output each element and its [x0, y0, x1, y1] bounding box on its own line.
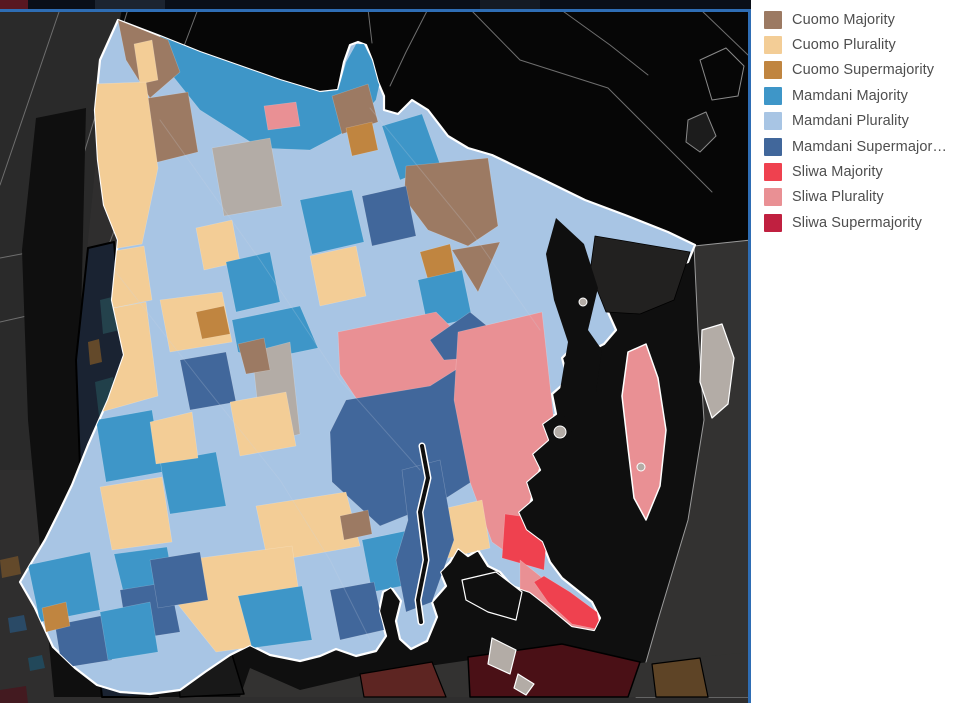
county-boundary-line [367, 8, 373, 44]
precinct-cuomo-plurality[interactable] [309, 245, 367, 307]
dim-speck [0, 556, 21, 578]
precinct-mamdani-supermajority[interactable] [149, 551, 209, 609]
precinct-cuomo-plurality[interactable] [229, 391, 297, 457]
legend-label: Mamdani Plurality [792, 113, 909, 130]
precinct-cuomo-supermajority[interactable] [345, 121, 379, 157]
eastchester-bay [546, 218, 602, 432]
islet[interactable] [553, 425, 567, 439]
parks-and-inner-water [414, 218, 691, 626]
legend-item-mamdani-majority[interactable]: Mamdani Majority [764, 83, 960, 108]
road-line [107, 261, 371, 641]
precinct-cuomo-supermajority[interactable] [41, 601, 71, 633]
islet[interactable] [636, 462, 646, 472]
precinct-cuomo-plurality[interactable] [149, 411, 199, 465]
legend-item-mamdani-plurality[interactable]: Mamdani Plurality [764, 109, 960, 134]
map-frame-right-border [748, 9, 751, 703]
dim-speck [0, 686, 28, 703]
islands [487, 297, 735, 696]
legend-item-sliwa-supermajority[interactable]: Sliwa Supermajority [764, 210, 960, 235]
precinct-cuomo-supermajority[interactable] [195, 305, 231, 340]
sound-east-river-water [120, 215, 751, 697]
islet[interactable] [578, 297, 588, 307]
precinct-cuomo-plurality[interactable] [255, 491, 361, 563]
color-legend: Cuomo Majority Cuomo Plurality Cuomo Sup… [751, 0, 960, 703]
roads-overlay [107, 107, 541, 641]
westchester-creek [461, 571, 523, 621]
legend-label: Sliwa Plurality [792, 189, 884, 206]
legend-swatch-icon [764, 61, 782, 80]
legend-label: Mamdani Supermajor… [792, 138, 948, 155]
precinct-mamdani-supermajority[interactable] [361, 185, 417, 247]
road-line [159, 119, 421, 471]
map-viewport[interactable] [0, 0, 751, 703]
east-shore-island [685, 111, 717, 153]
legend-item-sliwa-plurality[interactable]: Sliwa Plurality [764, 185, 960, 210]
legend-label: Mamdani Majority [792, 87, 909, 104]
legend-swatch-icon [764, 137, 782, 156]
manhattan-dim-patch [88, 339, 102, 365]
dim-maroon-chip [0, 0, 28, 9]
legend-swatch-icon [764, 112, 782, 131]
legend-swatch-icon [764, 163, 782, 182]
east-shore-island [699, 47, 745, 101]
legend-label: Cuomo Majority [792, 11, 895, 28]
legend-label: Cuomo Supermajority [792, 62, 935, 79]
legend-label: Sliwa Supermajority [792, 214, 923, 231]
precincts [27, 20, 602, 669]
city-island[interactable] [621, 343, 667, 521]
precinct-mamdani-supermajority[interactable] [179, 351, 237, 411]
precinct-mamdani-supermajority[interactable] [329, 581, 385, 641]
map-top-clipped-strip [0, 0, 751, 9]
hart-island[interactable] [699, 323, 735, 419]
dimmed-precinct-south [651, 657, 709, 698]
precinct-cuomo-majority[interactable] [339, 509, 373, 541]
precinct-mamdani-majority[interactable] [299, 189, 365, 255]
legend-swatch-icon [764, 86, 782, 105]
precinct-no-data[interactable] [211, 137, 283, 217]
precinct-mamdani-majority[interactable] [237, 585, 313, 649]
precinct-cuomo-plurality[interactable] [159, 291, 233, 353]
dim-speck [8, 615, 27, 633]
legend-item-cuomo-supermajority[interactable]: Cuomo Supermajority [764, 58, 960, 83]
county-boundary-line [469, 8, 713, 193]
legend-swatch-icon [764, 188, 782, 207]
election-map-svg[interactable] [0, 0, 751, 703]
county-boundary-line [389, 8, 429, 87]
bronx-river [416, 444, 430, 624]
legend-label: Sliwa Majority [792, 164, 883, 181]
brother-island[interactable] [513, 673, 535, 696]
north-outside-city [118, 9, 751, 246]
dimmed-precinct-south [359, 661, 447, 698]
precinct-cuomo-plurality[interactable] [99, 476, 173, 551]
precinct-mamdani-majority[interactable] [27, 551, 101, 623]
dim-speck [28, 655, 45, 671]
precinct-mamdani-majority[interactable] [95, 409, 163, 483]
dim-slate-chip [480, 0, 540, 9]
legend-item-sliwa-majority[interactable]: Sliwa Majority [764, 159, 960, 184]
precinct-cuomo-majority[interactable] [237, 337, 271, 375]
legend-swatch-icon [764, 36, 782, 55]
precinct-cuomo-plurality[interactable] [133, 39, 159, 85]
precinct-sliwa-plurality[interactable] [263, 101, 301, 131]
map-frame-top-border [0, 9, 751, 12]
road-line [369, 107, 541, 331]
legend-label: Cuomo Plurality [792, 37, 896, 54]
legend-item-cuomo-plurality[interactable]: Cuomo Plurality [764, 32, 960, 57]
legend-swatch-icon [764, 213, 782, 232]
precinct-mamdani-majority[interactable] [225, 251, 281, 313]
precinct-cuomo-majority[interactable] [331, 83, 379, 135]
precinct-sliwa-majority[interactable] [533, 575, 602, 631]
dim-navy-chip [95, 0, 165, 9]
county-boundary-line [699, 8, 749, 56]
legend-item-mamdani-supermajority[interactable]: Mamdani Supermajor… [764, 134, 960, 159]
county-boundary-line [559, 8, 649, 76]
precinct-mamdani-majority[interactable] [99, 601, 159, 661]
brother-island[interactable] [487, 637, 517, 675]
nj-road [0, 8, 61, 186]
legend-swatch-icon [764, 10, 782, 29]
precinct-cuomo-majority[interactable] [451, 241, 501, 293]
legend-item-cuomo-majority[interactable]: Cuomo Majority [764, 7, 960, 32]
